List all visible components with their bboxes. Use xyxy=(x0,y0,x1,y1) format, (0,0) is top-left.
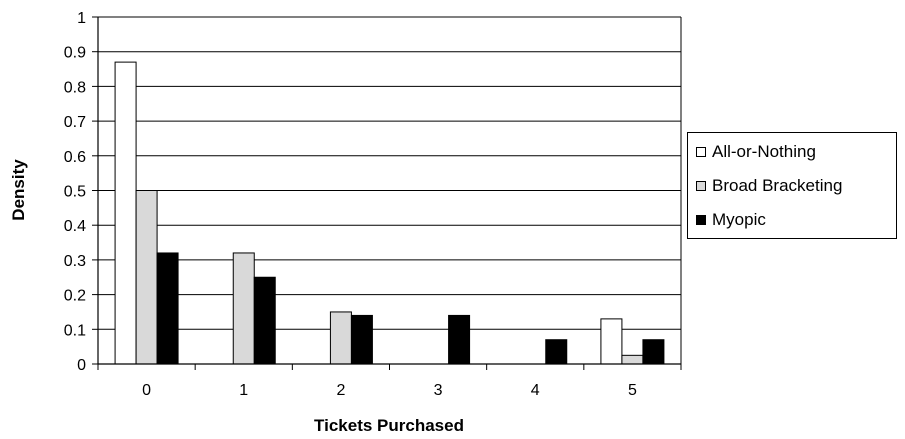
y-tick-label: 0.4 xyxy=(64,218,86,235)
x-axis-ticks: 0 1 2 3 4 5 xyxy=(97,364,682,399)
y-axis-ticks: 0 0.1 0.2 0.3 0.4 0.5 0.6 0.7 0.8 0.9 1 xyxy=(64,10,98,374)
bar xyxy=(135,190,158,365)
y-tick-label: 0.9 xyxy=(64,45,86,62)
bar xyxy=(114,61,137,365)
legend-swatch-broad-bracketing xyxy=(696,181,706,191)
bar xyxy=(329,311,352,365)
bar xyxy=(448,314,471,365)
x-tick-label: 1 xyxy=(239,382,248,399)
y-tick-label: 0.1 xyxy=(64,322,86,339)
x-tick-label: 0 xyxy=(142,382,151,399)
y-tick-label: 0.7 xyxy=(64,114,86,131)
legend-swatch-all-or-nothing xyxy=(696,147,706,157)
bar xyxy=(545,339,568,365)
legend-label: Broad Bracketing xyxy=(712,176,843,195)
bar xyxy=(621,354,644,365)
legend-label: All-or-Nothing xyxy=(712,142,816,161)
bar xyxy=(642,339,665,365)
bar xyxy=(350,314,373,365)
x-tick-label: 2 xyxy=(336,382,345,399)
legend-item-myopic: Myopic xyxy=(696,209,766,231)
legend-item-broad-bracketing: Broad Bracketing xyxy=(696,175,842,197)
y-tick-label: 1 xyxy=(77,10,86,27)
bar xyxy=(232,252,255,365)
legend-swatch-myopic xyxy=(696,215,706,225)
y-axis-title: Density xyxy=(9,159,28,221)
gridlines xyxy=(98,16,681,330)
y-tick-label: 0.6 xyxy=(64,149,86,166)
bars xyxy=(114,61,665,365)
bar xyxy=(156,252,179,365)
x-axis-title: Tickets Purchased xyxy=(314,416,464,435)
x-tick-label: 4 xyxy=(531,382,540,399)
y-tick-label: 0.8 xyxy=(64,79,86,96)
y-tick-label: 0.3 xyxy=(64,253,86,270)
legend-label: Myopic xyxy=(712,210,766,229)
bar xyxy=(600,318,623,365)
x-tick-label: 5 xyxy=(628,382,637,399)
y-tick-label: 0.2 xyxy=(64,288,86,305)
legend-item-all-or-nothing: All-or-Nothing xyxy=(696,141,816,163)
y-tick-label: 0 xyxy=(77,357,86,374)
x-tick-label: 3 xyxy=(434,382,443,399)
y-tick-label: 0.5 xyxy=(64,184,86,201)
bar xyxy=(253,276,276,365)
legend: All-or-Nothing Broad Bracketing Myopic xyxy=(687,132,897,239)
